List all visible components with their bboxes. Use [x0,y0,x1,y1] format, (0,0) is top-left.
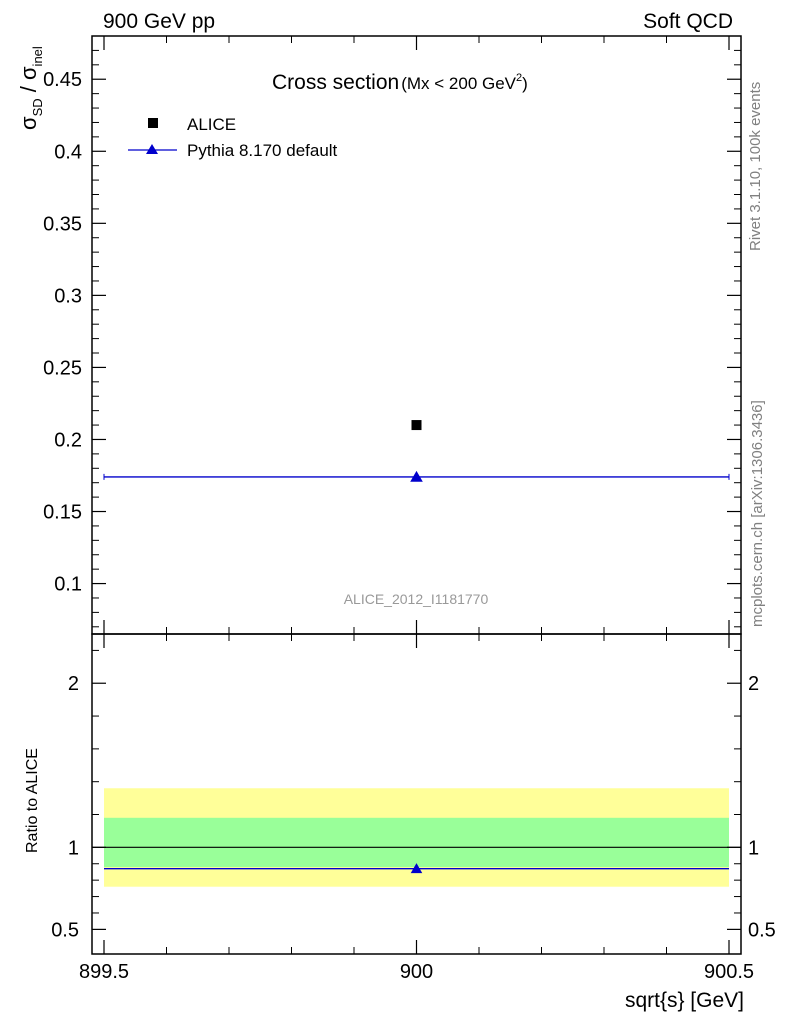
ratio-y-tick-label-right: 1 [748,837,759,859]
ratio-y-tick-label: 0.5 [51,919,79,941]
main-y-tick-label: 0.4 [54,141,82,163]
ratio-y-tick-label: 2 [68,673,79,695]
header-category-label: Soft QCD [643,10,733,33]
ratio-x-tick-label: 899.5 [79,961,129,983]
main-y-tick-label: 0.15 [43,502,82,524]
main-y-tick-label: 0.45 [43,69,82,91]
ratio-data [104,863,729,874]
ratio-frame [91,633,742,955]
main-panel: 0.1 0.15 0.2 0.25 0.3 0.35 0.4 0.45 Cross secti… [16,35,742,635]
main-title-cut: (Mx < 200 GeV [401,74,516,93]
ratio-uncertainty-bands [92,788,741,887]
ratio-y-ticks: 0.5 0.5 1 1 2 2 [51,649,776,941]
main-y-tick-label: 0.1 [54,574,82,596]
ratio-y-tick-label-right: 2 [748,673,759,695]
main-y-tick-label: 0.25 [43,357,82,379]
ratio-band [104,817,729,868]
analysis-watermark: ALICE_2012_I1181770 [344,591,489,607]
main-title-cut-close: ) [522,74,528,93]
main-title-text: Cross section [272,71,399,94]
ratio-pythia-point [410,863,423,874]
main-y-tick-label: 0.2 [54,429,82,451]
pythia-data-point [410,470,423,482]
ratio-y-tick-label: 1 [68,837,79,859]
header-energy-label: 900 GeV pp [103,10,215,33]
ratio-x-tick-label: 900 [400,961,433,983]
x-axis-label: sqrt{s} [GeV] [625,989,744,1012]
main-minor-ticks [92,49,741,628]
main-y-axis-label: σSD / σinel [16,46,45,130]
ratio-panel: 0.5 0.51 12 2 899.5 900 900.5 Ratio to ALICE … [24,36,776,1012]
legend-pythia-marker [146,144,158,154]
mcplots-reference-label: mcplots.cern.ch [arXiv:1306.3436] [749,400,766,627]
main-title: Cross section (Mx < 200 GeV2) [272,71,528,94]
main-data [103,420,730,482]
main-y-tick-label: 0.3 [54,285,82,307]
main-y-tick-label: 0.35 [43,213,82,235]
legend-pythia-label: Pythia 8.170 default [187,141,338,160]
ratio-y-axis-label: Ratio to ALICE [24,748,41,853]
main-y-ticks: 0.1 0.15 0.2 0.25 0.3 0.35 0.4 0.45 [43,36,741,634]
ratio-x-ticks: 899.5 900 900.5 [79,36,754,983]
legend-alice-label: ALICE [187,115,236,134]
main-title-cut-sup: 2 [516,72,522,84]
ratio-x-tick-label: 900.5 [704,961,754,983]
alice-data-point [411,420,422,431]
ratio-y-tick-label-right: 0.5 [748,919,776,941]
legend-alice-marker [148,118,158,128]
main-legend: ALICE Pythia 8.170 default [128,115,338,160]
rivet-version-label: Rivet 3.1.10, 100k events [747,82,764,251]
